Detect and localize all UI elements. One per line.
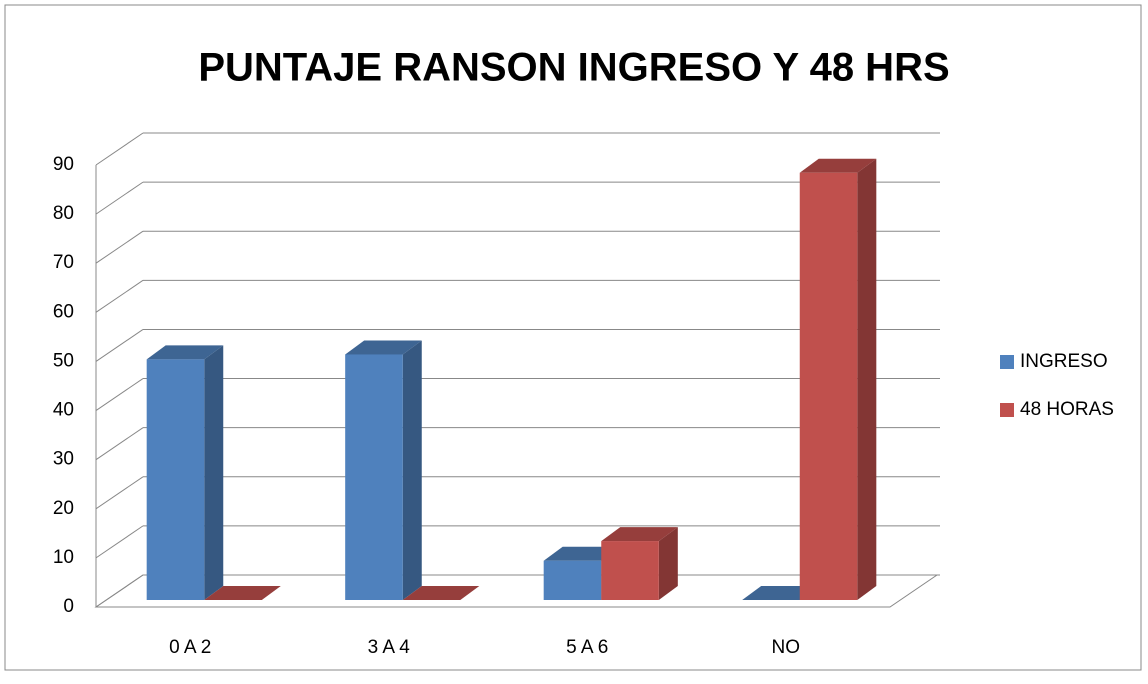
y-tick-label: 30	[53, 449, 74, 470]
y-tick-label: 20	[53, 498, 74, 519]
y-tick-label: 50	[53, 350, 74, 371]
bar-top	[402, 586, 480, 600]
y-tick-label: 80	[53, 203, 74, 224]
grid-line	[95, 378, 144, 411]
bar	[345, 354, 403, 600]
legend-swatch	[1000, 403, 1014, 417]
bar-top	[146, 345, 224, 360]
bar-side	[204, 345, 224, 600]
bar-top	[601, 527, 678, 542]
bar-side	[402, 340, 422, 600]
grid-line	[95, 574, 144, 608]
legend-label: INGRESO	[1020, 351, 1108, 372]
x-tick-label: 0 A 2	[169, 637, 211, 658]
grid-line	[95, 279, 144, 313]
grid-line	[95, 329, 144, 362]
grid-line	[95, 476, 144, 510]
grid-line	[95, 427, 144, 461]
y-tick-label: 90	[53, 154, 74, 175]
x-tick-label: NO	[772, 637, 801, 658]
y-tick-label: 70	[53, 252, 74, 273]
bar-side	[857, 158, 877, 600]
legend-label: 48 HORAS	[1020, 399, 1114, 420]
y-tick-label: 60	[53, 301, 74, 322]
x-tick-label: 5 A 6	[566, 637, 608, 658]
y-tick-label: 0	[63, 596, 74, 617]
bar-top	[345, 340, 422, 355]
y-tick-label: 10	[53, 547, 74, 568]
bar-top	[799, 158, 877, 173]
bar-top	[742, 586, 819, 600]
bar-side	[658, 527, 678, 600]
grid-line	[95, 230, 144, 264]
bar	[146, 359, 205, 600]
grid-line	[95, 525, 144, 559]
x-tick-label: 3 A 4	[368, 637, 411, 658]
grid-line	[95, 132, 144, 166]
bar	[799, 172, 858, 600]
bar	[601, 541, 659, 600]
bar-top	[204, 586, 281, 600]
bar-top	[543, 546, 621, 561]
legend-swatch	[1000, 355, 1014, 369]
chart-title: PUNTAJE RANSON INGRESO Y 48 HRS	[198, 46, 949, 90]
grid-line	[95, 181, 144, 215]
bar	[543, 560, 602, 600]
y-tick-label: 40	[53, 400, 74, 421]
